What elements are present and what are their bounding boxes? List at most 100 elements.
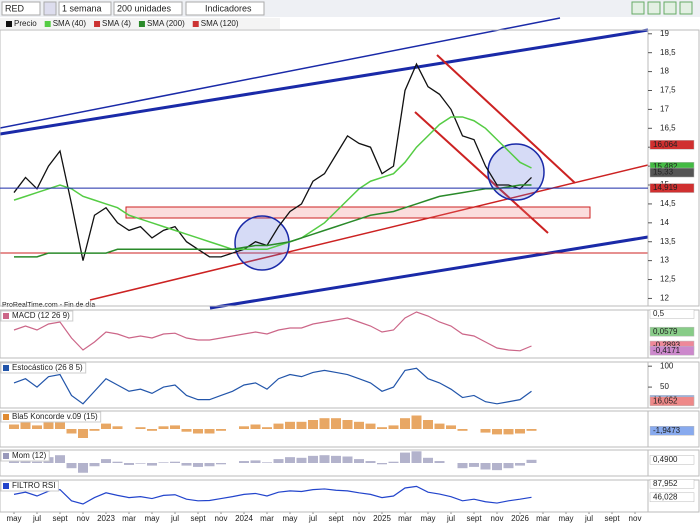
legend-swatch	[6, 21, 12, 27]
period-box[interactable]	[58, 1, 112, 16]
histogram-bar	[377, 427, 387, 429]
histogram-bar	[503, 429, 514, 435]
histogram-bar	[181, 463, 192, 466]
histogram-bar	[492, 463, 502, 471]
histogram-bar	[377, 463, 387, 465]
histogram-bar	[400, 452, 410, 463]
panel-icon	[3, 483, 9, 489]
histogram-bar	[170, 461, 180, 463]
histogram-bar	[515, 429, 525, 434]
trend-line	[89, 164, 649, 301]
histogram-bar	[158, 462, 169, 463]
price-tag	[649, 309, 695, 319]
histogram-bar	[181, 429, 192, 432]
price-tag	[649, 345, 695, 356]
panel-title: Estocástico (26 8 5)	[12, 363, 83, 372]
indicators[interactable]: Indicadores	[205, 3, 252, 13]
histogram-bar	[296, 457, 307, 463]
x-tick-label: may	[144, 514, 159, 523]
panel-frame	[0, 449, 700, 477]
panel-title: Bla5 Koncorde v.09 (15)	[12, 412, 98, 421]
histogram-bar	[503, 463, 514, 469]
histogram-bar	[89, 463, 100, 467]
histogram-bar	[216, 463, 226, 465]
x-tick-label: nov	[491, 514, 504, 523]
histogram-bar	[43, 420, 54, 429]
histogram-bar	[515, 463, 525, 466]
trend-line	[0, 28, 649, 136]
indicators-box[interactable]	[185, 1, 265, 16]
y-tick-label: 13,5	[660, 237, 676, 246]
histogram-bar	[354, 459, 364, 463]
panel-frame	[0, 309, 700, 359]
symbol-box[interactable]	[1, 1, 41, 16]
legend: Precio SMA (40) SMA (4) SMA (200) SMA (120)	[0, 18, 280, 29]
histogram-bar	[434, 461, 445, 463]
histogram-bar	[411, 415, 422, 429]
price-tag	[649, 167, 695, 178]
histogram-bar	[32, 461, 42, 463]
histogram-bar	[158, 426, 169, 429]
histogram-bar	[9, 424, 19, 429]
legend-swatch	[94, 21, 101, 27]
legend-swatch	[138, 21, 145, 27]
series-line	[13, 62, 532, 261]
units[interactable]: 200 unidades	[117, 3, 172, 13]
histogram-bar	[55, 455, 65, 463]
legend-entry: SMA (4)	[102, 19, 131, 28]
histogram-bar	[296, 421, 307, 429]
histogram-bar	[216, 429, 226, 431]
x-tick-label: sept	[328, 514, 344, 523]
histogram-bar	[66, 463, 77, 469]
price-tag	[649, 183, 695, 193]
price-tag	[649, 492, 695, 503]
panel-frame	[0, 29, 700, 307]
x-tick-label: 2023	[97, 514, 115, 523]
histogram-bar	[20, 421, 31, 429]
x-tick-label: jul	[170, 514, 179, 523]
y-tick-label: 14	[660, 218, 669, 227]
period[interactable]: 1 semana	[62, 3, 102, 13]
price-tag-label: -0,2893	[653, 341, 681, 350]
histogram-bar	[354, 421, 364, 429]
x-tick-label: sept	[466, 514, 482, 523]
series-line	[14, 184, 532, 258]
histogram-bar	[273, 459, 284, 463]
panel-title-bg	[0, 450, 50, 462]
chart-type-button[interactable]	[43, 1, 57, 16]
x-tick-label: may	[420, 514, 435, 523]
price-tag-label: -0,4171	[653, 346, 681, 355]
x-tick-label: nov	[215, 514, 228, 523]
price-tag-label: 16,052	[653, 396, 678, 405]
symbol[interactable]: RED	[5, 3, 25, 13]
panel-title: MACD (12 26 9)	[12, 311, 70, 320]
x-tick-label: sept	[604, 514, 620, 523]
histogram-bar	[112, 426, 123, 429]
x-tick-label: 2026	[511, 514, 529, 523]
panel-title: FILTRO RSI	[12, 481, 55, 490]
histogram-bar	[331, 418, 341, 429]
histogram-bar	[66, 429, 77, 434]
histogram-bar	[457, 463, 468, 469]
tool-button[interactable]	[679, 1, 693, 15]
price-tag	[649, 426, 695, 436]
y-tick-label: 14,5	[660, 199, 676, 208]
tool-button[interactable]	[663, 1, 677, 15]
histogram-bar	[239, 426, 249, 429]
y-tick-label: 19	[660, 29, 669, 38]
histogram-bar	[308, 455, 318, 463]
histogram-bar	[135, 463, 146, 464]
units-box[interactable]	[113, 1, 183, 16]
price-tag	[649, 479, 695, 489]
panel-title: Mom (12)	[12, 451, 47, 460]
panel-title-bg	[0, 480, 59, 492]
tool-button[interactable]	[631, 1, 645, 15]
histogram-bar	[342, 420, 353, 429]
panel-frame	[0, 410, 700, 448]
tool-button[interactable]	[647, 1, 661, 15]
x-tick-label: mar	[260, 514, 274, 523]
y-tick-label: 12,5	[660, 275, 676, 284]
x-tick-label: nov	[77, 514, 90, 523]
